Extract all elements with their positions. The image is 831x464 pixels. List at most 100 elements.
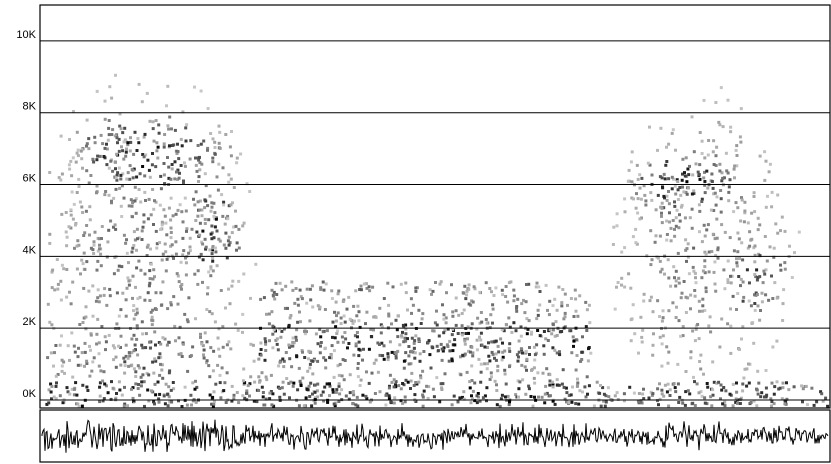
spectral-speck xyxy=(446,327,450,331)
spectral-speck xyxy=(535,317,539,321)
spectral-speck xyxy=(434,281,437,284)
spectral-speck xyxy=(127,351,131,355)
spectral-speck xyxy=(132,367,136,371)
spectral-speck xyxy=(122,404,126,408)
spectral-speck xyxy=(118,186,122,190)
spectral-speck xyxy=(826,404,830,408)
spectral-speck xyxy=(676,382,680,386)
spectral-speck xyxy=(422,389,426,393)
spectral-speck xyxy=(92,243,96,247)
spectral-speck xyxy=(175,272,179,276)
spectral-speck xyxy=(77,243,81,247)
spectral-speck xyxy=(104,384,108,388)
spectral-speck xyxy=(104,348,107,352)
spectral-speck xyxy=(229,347,233,351)
spectral-speck xyxy=(587,384,591,388)
spectral-speck xyxy=(457,313,461,317)
spectral-speck xyxy=(132,152,136,156)
spectral-speck xyxy=(479,370,483,374)
spectral-speck xyxy=(430,292,433,296)
spectral-speck xyxy=(369,327,373,331)
spectral-speck xyxy=(245,182,249,186)
spectral-speck xyxy=(783,267,787,271)
spectral-speck xyxy=(340,388,344,392)
spectral-speck xyxy=(185,123,189,127)
spectral-speck xyxy=(352,353,356,357)
spectral-speck xyxy=(148,281,152,285)
spectral-speck xyxy=(85,260,89,264)
spectral-speck xyxy=(178,171,181,175)
spectral-speck xyxy=(667,202,671,206)
spectral-speck xyxy=(296,297,300,301)
spectral-speck xyxy=(737,275,741,278)
spectral-speck xyxy=(703,183,707,187)
spectral-speck xyxy=(172,256,175,260)
spectral-speck xyxy=(133,130,137,134)
spectral-speck xyxy=(148,299,152,302)
spectral-speck xyxy=(105,303,109,307)
spectral-speck xyxy=(138,172,142,176)
spectral-speck xyxy=(259,348,263,351)
spectral-speck xyxy=(723,287,727,291)
spectral-speck xyxy=(163,242,167,246)
spectral-speck xyxy=(718,169,722,173)
spectral-speck xyxy=(125,238,128,242)
spectral-speck xyxy=(124,140,128,144)
spectral-speck xyxy=(412,346,416,350)
spectral-speck xyxy=(435,376,439,380)
spectral-speck xyxy=(418,352,422,356)
spectral-speck xyxy=(602,392,606,396)
spectral-speck xyxy=(491,353,495,357)
spectral-speck xyxy=(562,385,566,389)
spectral-speck xyxy=(601,386,605,390)
spectral-speck xyxy=(454,323,458,327)
spectral-speck xyxy=(281,357,285,361)
spectral-speck xyxy=(249,296,252,300)
spectral-speck xyxy=(65,295,69,299)
spectral-speck xyxy=(328,356,332,360)
spectral-speck xyxy=(318,351,322,355)
spectral-speck xyxy=(666,361,670,365)
spectral-speck xyxy=(241,394,245,398)
spectral-speck xyxy=(711,186,715,190)
spectral-speck xyxy=(428,353,432,357)
spectral-speck xyxy=(772,402,776,406)
spectral-speck xyxy=(649,191,653,195)
spectral-speck xyxy=(82,316,86,320)
spectral-speck xyxy=(693,271,697,275)
spectral-speck xyxy=(171,214,175,218)
spectral-speck xyxy=(237,401,241,405)
spectral-speck xyxy=(335,314,338,318)
spectral-speck xyxy=(561,288,565,291)
spectral-speck xyxy=(673,184,677,188)
spectral-speck xyxy=(678,395,682,399)
spectral-speck xyxy=(533,395,536,399)
spectral-speck xyxy=(137,82,141,86)
spectral-speck xyxy=(78,323,82,326)
spectral-speck xyxy=(257,389,261,392)
spectral-speck xyxy=(670,175,674,179)
spectral-speck xyxy=(185,403,189,407)
spectral-speck xyxy=(54,397,58,401)
spectral-speck xyxy=(299,320,302,324)
spectral-speck xyxy=(269,373,273,377)
spectral-speck xyxy=(177,399,180,403)
spectral-speck xyxy=(338,392,342,396)
spectral-speck xyxy=(198,221,202,225)
spectral-speck xyxy=(220,366,224,370)
spectral-speck xyxy=(123,126,127,130)
spectral-speck xyxy=(72,202,76,206)
spectral-speck xyxy=(785,397,789,401)
spectral-speck xyxy=(198,168,202,172)
spectral-speck xyxy=(102,370,106,374)
spectral-speck xyxy=(409,387,412,390)
spectral-speck xyxy=(580,358,584,361)
spectral-speck xyxy=(764,205,768,209)
spectral-speck xyxy=(211,259,215,263)
spectral-speck xyxy=(764,293,768,297)
spectral-speck xyxy=(765,393,769,397)
spectral-speck xyxy=(491,303,495,307)
spectral-speck xyxy=(636,197,640,201)
spectral-speck xyxy=(211,256,215,260)
spectral-speck xyxy=(157,397,161,401)
